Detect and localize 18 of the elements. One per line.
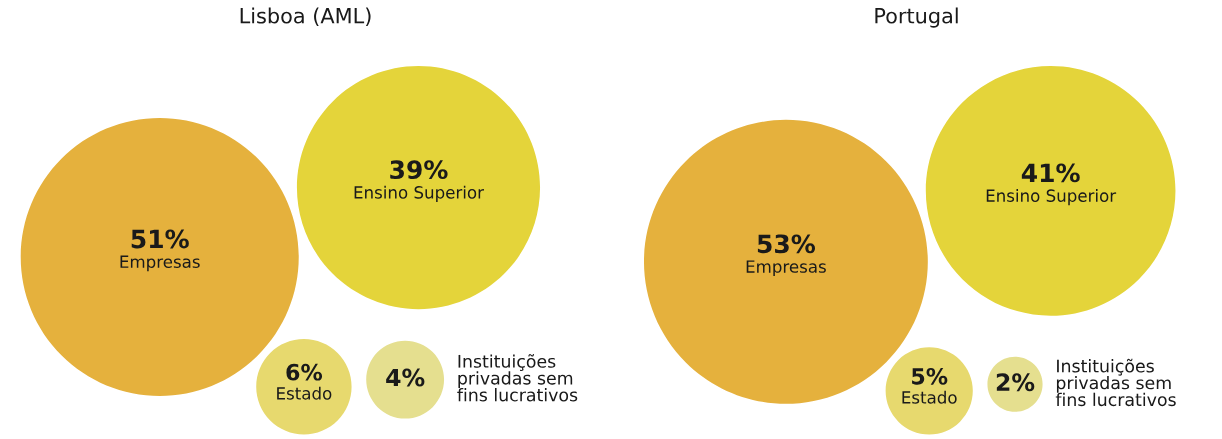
data-label: 6% xyxy=(286,363,323,381)
data-label: 39% xyxy=(390,160,448,180)
category-label: Instituições privadas sem fins lucrativos xyxy=(1055,358,1176,407)
category-label: Empresas xyxy=(120,255,200,272)
data-label: 2% xyxy=(996,373,1035,392)
category-label: Ensino Superior xyxy=(986,189,1117,206)
data-label: 4% xyxy=(386,368,425,387)
data-label: 53% xyxy=(757,234,816,254)
data-label: 51% xyxy=(131,229,189,249)
data-label: 5% xyxy=(912,367,948,385)
category-label: Instituições privadas sem fins lucrativos xyxy=(457,354,578,402)
category-label: Estado xyxy=(902,390,957,404)
text: Lisboa (AML) xyxy=(240,7,371,27)
text: Portugal xyxy=(875,7,958,28)
category-label: Ensino Superior xyxy=(354,185,484,202)
category-label: Empresas xyxy=(746,260,826,277)
category-label: Estado xyxy=(277,386,332,400)
data-label: 41% xyxy=(1021,163,1080,183)
